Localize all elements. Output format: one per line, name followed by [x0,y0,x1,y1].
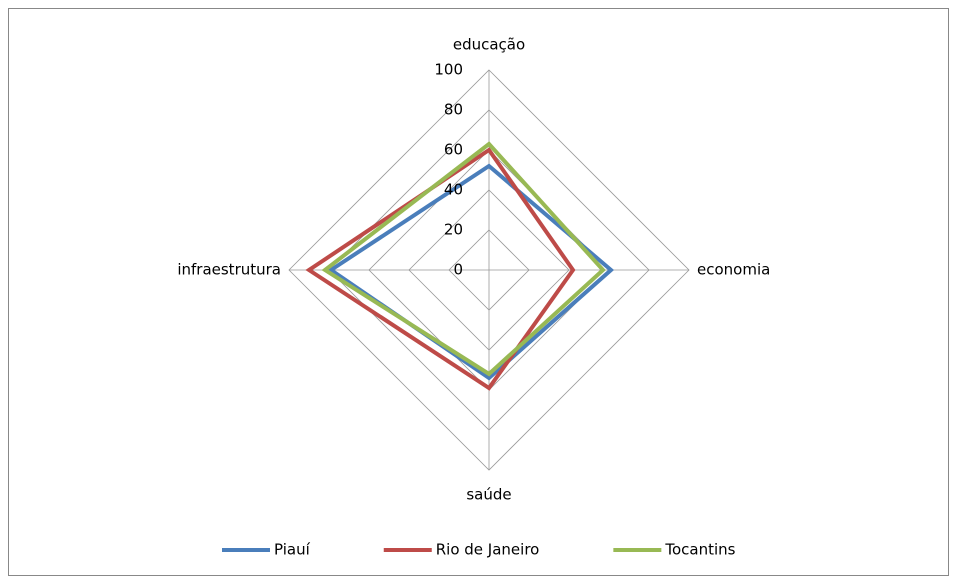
y-tick-label: 60 [444,141,463,159]
chart-frame [8,8,949,576]
legend-label: Piauí [274,541,311,559]
legend-label: Rio de Janeiro [436,541,540,559]
category-label: economia [697,261,770,279]
category-label: infraestrutura [177,261,281,279]
category-label: saúde [466,486,511,504]
y-tick-label: 20 [444,221,463,239]
series-line [321,141,606,377]
legend-label: Tocantins [664,541,735,559]
category-label: educação [453,36,525,54]
y-tick-label: 80 [444,101,463,119]
y-tick-label: 40 [444,181,463,199]
y-tick-label: 0 [453,261,463,279]
y-tick-label: 100 [434,61,463,79]
series-line [305,147,576,391]
